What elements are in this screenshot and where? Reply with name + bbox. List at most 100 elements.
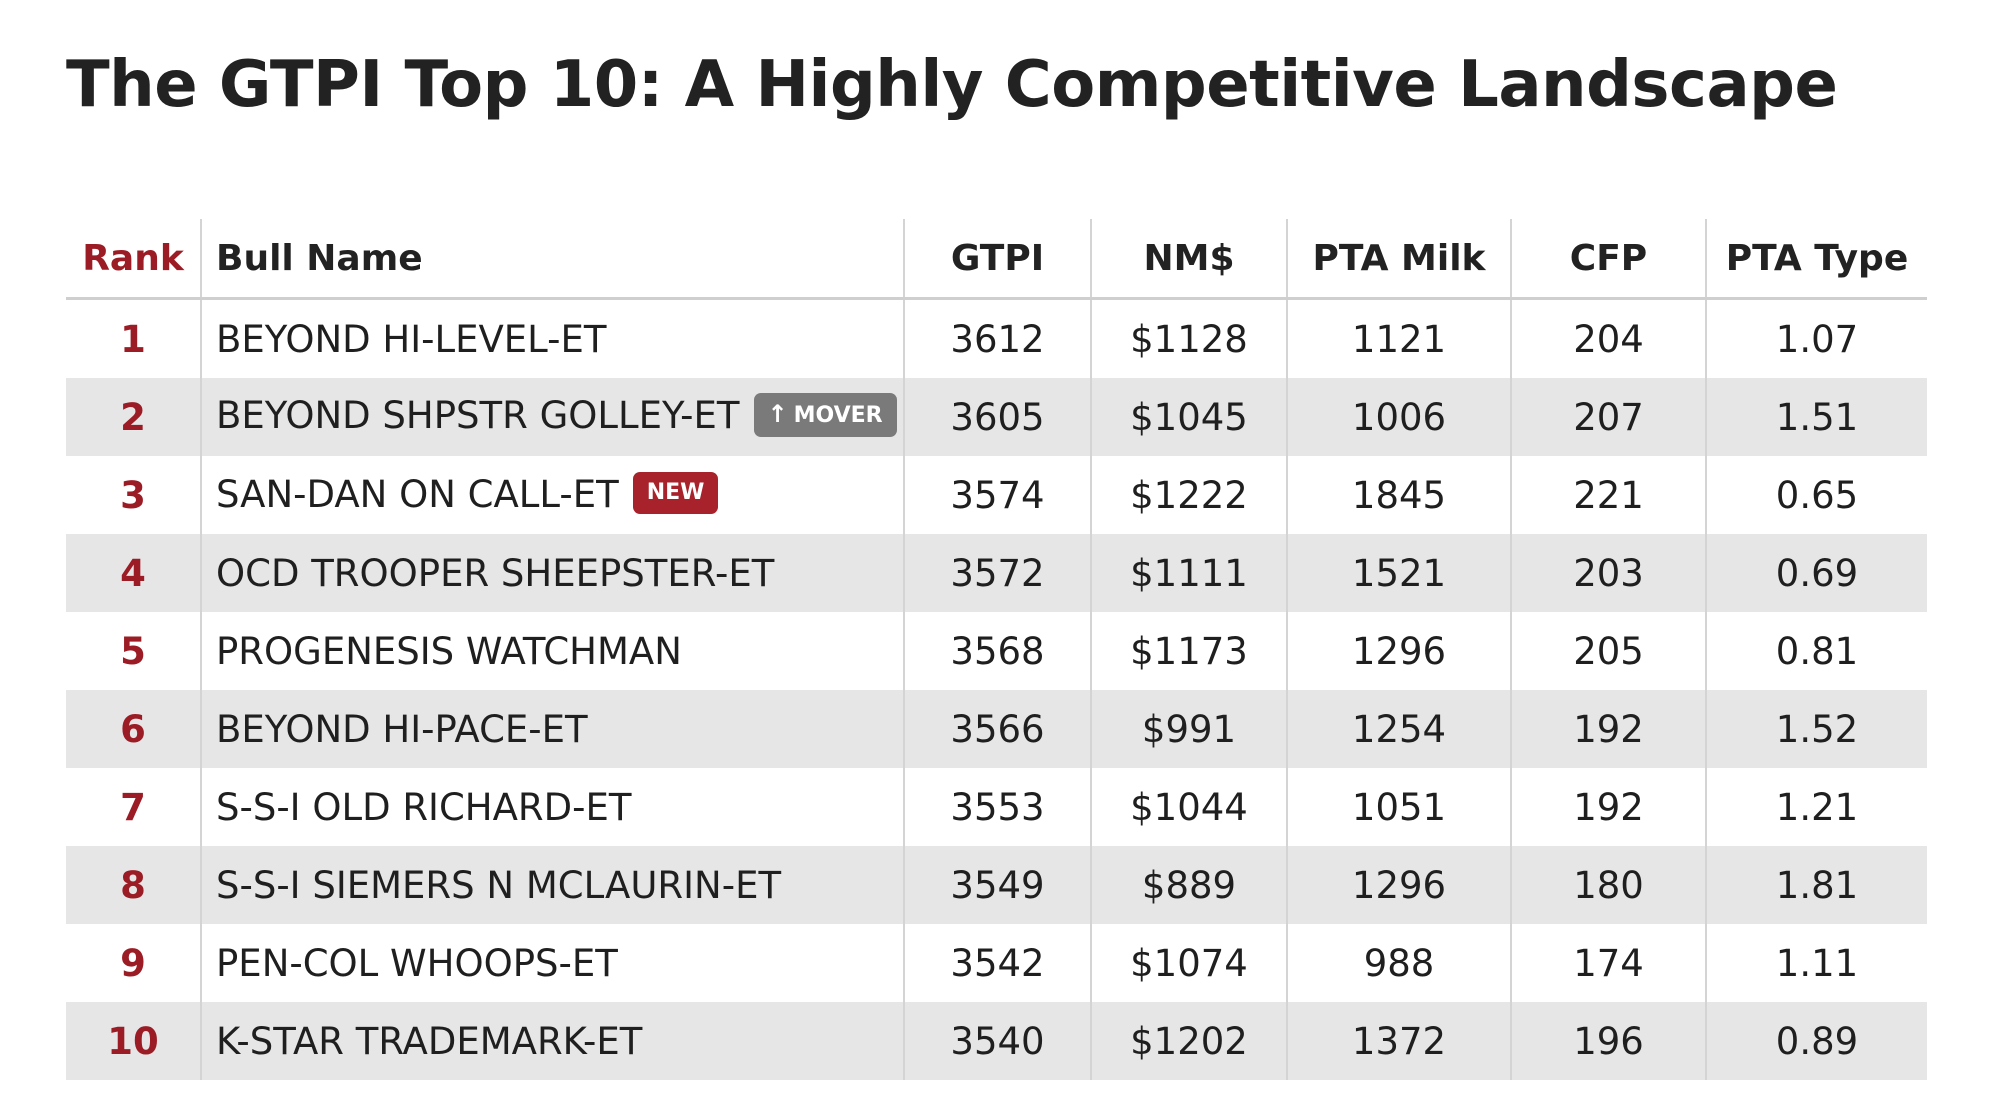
rank-cell: 2: [66, 378, 201, 456]
header-row: Rank Bull Name GTPI NM$ PTA Milk CFP PTA…: [66, 219, 1927, 300]
cfp-cell: 174: [1510, 924, 1706, 1002]
gtpi-cell: 3553: [903, 768, 1091, 846]
pta-type-cell: 0.81: [1705, 612, 1927, 690]
gtpi-cell: 3542: [903, 924, 1091, 1002]
cfp-cell: 192: [1510, 690, 1706, 768]
rank-cell: 9: [120, 941, 146, 985]
column-header-pta-type: PTA Type: [1705, 219, 1927, 300]
rank-cell: 7: [120, 785, 146, 829]
nm-dollars-cell: $991: [1090, 690, 1287, 768]
table-row: 2 BEYOND SHPSTR GOLLEY-ET ↑ MOVER 3605 $1045 1…: [66, 378, 1927, 456]
pta-milk-cell: 1254: [1286, 690, 1511, 768]
rank-cell: 5: [120, 629, 146, 673]
bull-name-cell: K-STAR TRADEMARK-ET: [200, 1002, 904, 1080]
table-row: 5 PROGENESIS WATCHMAN 3568 $1173 1296 205 0.81: [66, 612, 1927, 690]
cfp-cell: 207: [1510, 378, 1706, 456]
bull-name-cell: BEYOND HI-PACE-ET: [200, 690, 904, 768]
gtpi-cell: 3572: [903, 534, 1091, 612]
gtpi-cell: 3605: [903, 378, 1091, 456]
mover-badge: ↑ MOVER: [753, 392, 897, 437]
pta-milk-cell: 1296: [1286, 612, 1511, 690]
badge-label: MOVER: [793, 402, 883, 428]
pta-milk-cell: 1372: [1286, 1002, 1511, 1080]
bull-name-cell: PEN-COL WHOOPS-ET: [200, 924, 904, 1002]
column-header-pta-milk: PTA Milk: [1286, 219, 1511, 300]
bull-name-cell: S-S-I SIEMERS N MCLAURIN-ET: [200, 846, 904, 924]
rank-cell: 4: [66, 534, 201, 612]
pta-type-cell: 1.81: [1705, 846, 1927, 924]
cfp-cell: 221: [1510, 456, 1706, 534]
table-row: 1 BEYOND HI-LEVEL-ET 3612 $1128 1121 204 1.07: [66, 298, 1927, 378]
bull-name: BEYOND HI-LEVEL-ET: [216, 317, 607, 361]
bull-name: PROGENESIS WATCHMAN: [216, 629, 682, 673]
gtpi-cell: 3566: [903, 690, 1091, 768]
new-badge: NEW: [632, 472, 719, 515]
rank-cell: 3: [120, 473, 146, 517]
pta-type-cell: 0.65: [1705, 456, 1927, 534]
bull-name: S-S-I SIEMERS N MCLAURIN-ET: [216, 863, 782, 907]
bull-name: S-S-I OLD RICHARD-ET: [216, 785, 632, 829]
bull-name: SAN-DAN ON CALL-ET: [216, 472, 619, 516]
rank-cell: 10: [66, 1002, 201, 1080]
pta-milk-cell: 1845: [1286, 456, 1511, 534]
bull-name-cell: SAN-DAN ON CALL-ET NEW: [200, 456, 904, 534]
bull-name-cell: PROGENESIS WATCHMAN: [200, 612, 904, 690]
column-header-cfp: CFP: [1510, 219, 1706, 300]
nm-dollars-cell: $1202: [1090, 1002, 1287, 1080]
cfp-cell: 203: [1510, 534, 1706, 612]
pta-milk-cell: 1051: [1286, 768, 1511, 846]
bull-name: K-STAR TRADEMARK-ET: [216, 1019, 643, 1063]
gtpi-cell: 3568: [903, 612, 1091, 690]
table-body: 1 BEYOND HI-LEVEL-ET 3612 $1128 1121 204 1.07 2…: [66, 298, 1927, 1080]
page-title: The GTPI Top 10: A Highly Competitive La…: [66, 48, 1838, 122]
pta-milk-cell: 1006: [1286, 378, 1511, 456]
cfp-cell: 196: [1510, 1002, 1706, 1080]
table-row: 10 K-STAR TRADEMARK-ET 3540 $1202 1372 196 0.8…: [66, 1002, 1927, 1080]
rank-cell: 1: [120, 317, 146, 361]
cfp-cell: 192: [1510, 768, 1706, 846]
table-row: 3 SAN-DAN ON CALL-ET NEW 3574 $1222 1845 221 0.…: [66, 456, 1927, 534]
cfp-cell: 205: [1510, 612, 1706, 690]
cfp-cell: 180: [1510, 846, 1706, 924]
gtpi-cell: 3549: [903, 846, 1091, 924]
table-row: 8 S-S-I SIEMERS N MCLAURIN-ET 3549 $889 1296…: [66, 846, 1927, 924]
gtpi-cell: 3574: [903, 456, 1091, 534]
rank-cell: 8: [66, 846, 201, 924]
bull-name-cell: BEYOND HI-LEVEL-ET: [200, 298, 904, 378]
nm-dollars-cell: $1173: [1090, 612, 1287, 690]
pta-type-cell: 0.69: [1705, 534, 1927, 612]
pta-type-cell: 1.07: [1705, 298, 1927, 378]
pta-type-cell: 1.52: [1705, 690, 1927, 768]
column-header-rank: Rank: [66, 219, 201, 300]
bull-name-cell: OCD TROOPER SHEEPSTER-ET: [200, 534, 904, 612]
pta-milk-cell: 1296: [1286, 846, 1511, 924]
table-row: 7 S-S-I OLD RICHARD-ET 3553 $1044 1051 192 1.2…: [66, 768, 1927, 846]
nm-dollars-cell: $1045: [1090, 378, 1287, 456]
nm-dollars-cell: $1111: [1090, 534, 1287, 612]
nm-dollars-cell: $1128: [1090, 298, 1287, 378]
pta-type-cell: 1.11: [1705, 924, 1927, 1002]
column-header-nm: NM$: [1090, 219, 1287, 300]
bull-name-cell: BEYOND SHPSTR GOLLEY-ET ↑ MOVER: [200, 378, 904, 456]
gtpi-top10-table: Rank Bull Name GTPI NM$ PTA Milk CFP PTA…: [66, 219, 1927, 1080]
table-row: 4 OCD TROOPER SHEEPSTER-ET 3572 $1111 1521 20…: [66, 534, 1927, 612]
bull-name-cell: S-S-I OLD RICHARD-ET: [200, 768, 904, 846]
rank-cell: 6: [66, 690, 201, 768]
table-row: 9 PEN-COL WHOOPS-ET 3542 $1074 988 174 1.11: [66, 924, 1927, 1002]
badge-label: NEW: [646, 480, 705, 506]
bull-name: BEYOND HI-PACE-ET: [216, 707, 588, 751]
pta-milk-cell: 1121: [1286, 298, 1511, 378]
cfp-cell: 204: [1510, 298, 1706, 378]
column-header-gtpi: GTPI: [903, 219, 1091, 300]
pta-milk-cell: 988: [1286, 924, 1511, 1002]
bull-name: OCD TROOPER SHEEPSTER-ET: [216, 551, 775, 595]
pta-type-cell: 1.51: [1705, 378, 1927, 456]
pta-type-cell: 0.89: [1705, 1002, 1927, 1080]
arrow-up-icon: ↑: [767, 399, 788, 428]
nm-dollars-cell: $1222: [1090, 456, 1287, 534]
nm-dollars-cell: $889: [1090, 846, 1287, 924]
nm-dollars-cell: $1044: [1090, 768, 1287, 846]
nm-dollars-cell: $1074: [1090, 924, 1287, 1002]
pta-type-cell: 1.21: [1705, 768, 1927, 846]
bull-name: PEN-COL WHOOPS-ET: [216, 941, 618, 985]
